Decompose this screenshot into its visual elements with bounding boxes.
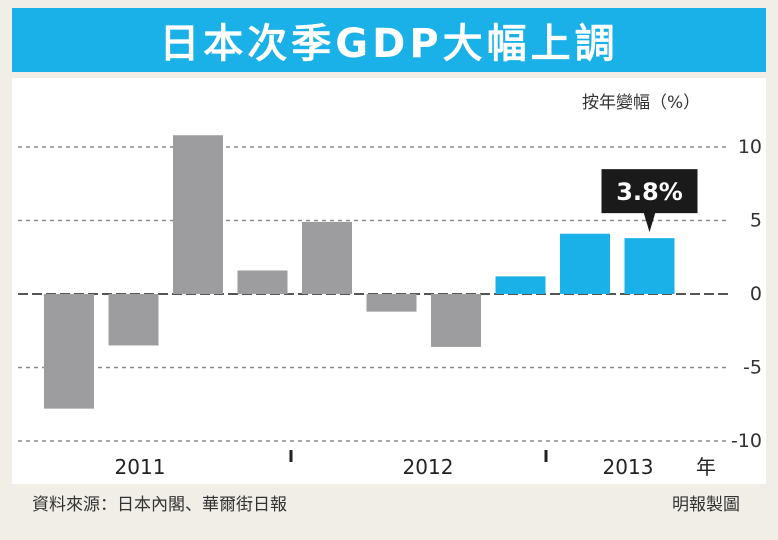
bar bbox=[624, 238, 675, 294]
callout-label: 3.8% bbox=[616, 178, 683, 206]
title-bar: 日本次季GDP大幅上調 bbox=[12, 8, 766, 72]
y-unit-label: 按年變幅（%） bbox=[582, 93, 701, 113]
bar bbox=[237, 270, 288, 294]
y-tick-label: 10 bbox=[738, 136, 762, 158]
bar bbox=[108, 294, 159, 346]
x-year-label: 2011 bbox=[115, 455, 166, 479]
bar bbox=[173, 135, 223, 294]
bar bbox=[44, 294, 94, 409]
callout-pointer bbox=[643, 212, 656, 233]
bar bbox=[431, 294, 481, 347]
y-tick-label: 5 bbox=[750, 210, 762, 232]
bar bbox=[366, 294, 417, 312]
credit-note: 明報製圖 bbox=[672, 495, 740, 515]
x-unit-label: 年 bbox=[696, 455, 716, 479]
y-tick-label: -5 bbox=[743, 357, 762, 379]
bar bbox=[495, 276, 546, 294]
x-year-label: 2012 bbox=[403, 455, 454, 479]
y-tick-label: 0 bbox=[750, 283, 762, 305]
y-tick-label: -10 bbox=[731, 430, 762, 452]
source-note: 資料來源：日本內閣、華爾街日報 bbox=[32, 495, 287, 515]
bar bbox=[560, 233, 610, 294]
callout-box bbox=[601, 169, 698, 214]
chart-title: 日本次季GDP大幅上調 bbox=[159, 21, 619, 67]
bar bbox=[302, 221, 352, 294]
x-year-label: 2013 bbox=[603, 455, 654, 479]
